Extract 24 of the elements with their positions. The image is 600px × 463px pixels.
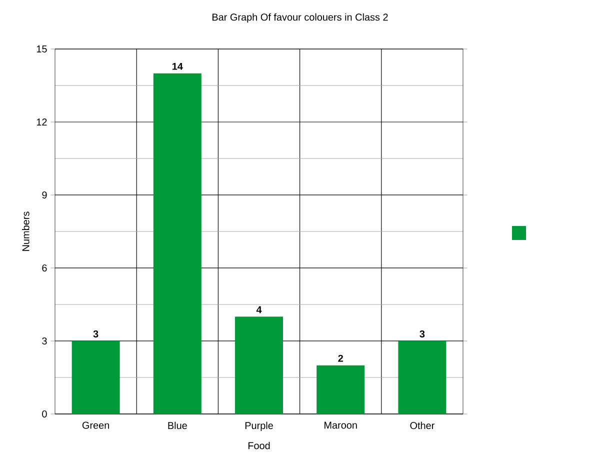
y-tick-label: 9 <box>42 191 47 199</box>
bar <box>316 365 365 414</box>
x-tick-label: Green <box>82 422 109 429</box>
x-tick-label: Maroon <box>324 422 357 429</box>
y-tick-label: 6 <box>42 264 47 272</box>
bar <box>153 73 202 414</box>
y-tick-label: 0 <box>42 410 47 418</box>
data-label: 3 <box>93 330 98 338</box>
x-tick-label: Purple <box>245 422 273 432</box>
data-label: 2 <box>338 354 343 362</box>
bar <box>398 340 446 414</box>
x-axis-title: Food <box>248 442 270 450</box>
bar <box>72 340 120 414</box>
bar <box>235 316 284 414</box>
data-label: 14 <box>172 62 183 70</box>
x-tick-label: Blue <box>168 422 187 430</box>
y-tick-label: 3 <box>42 337 47 345</box>
data-label: 4 <box>256 306 262 314</box>
chart-title: Bar Graph Of favour colouers in Class 2 <box>212 13 388 23</box>
y-tick-label: 15 <box>36 46 47 52</box>
data-label: 3 <box>420 330 425 338</box>
x-tick-label: Other <box>410 422 434 430</box>
y-tick-label: 12 <box>36 118 47 126</box>
y-axis-title: Numbers <box>22 212 30 251</box>
